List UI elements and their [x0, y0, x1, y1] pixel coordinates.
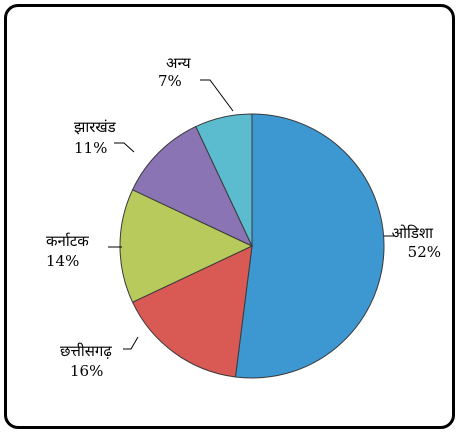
pie-slices [119, 113, 385, 379]
leader-line [200, 79, 234, 112]
slice-name-label: कर्नाटक [46, 232, 89, 250]
slice-value-label: 16% [70, 362, 103, 380]
pie-slice [195, 113, 253, 247]
leader-line [123, 336, 139, 350]
pie-slice [131, 245, 253, 378]
leader-lines [108, 79, 394, 350]
slice-name-label: ओडिशा [392, 224, 434, 242]
leader-line [114, 142, 135, 153]
slice-value-label: 52% [408, 243, 441, 261]
slice-value-label: 14% [46, 252, 79, 270]
pie-slice [234, 113, 385, 379]
slice-name-label: छत्तीसगढ़ [60, 342, 112, 360]
pie-slice [131, 125, 254, 248]
pie-slice [119, 189, 254, 303]
slice-value-label: 11% [74, 139, 107, 157]
slice-name-label: झारखंड [74, 118, 117, 136]
slice-value-label: 7% [158, 72, 182, 90]
slice-name-label: अन्य [166, 54, 191, 72]
